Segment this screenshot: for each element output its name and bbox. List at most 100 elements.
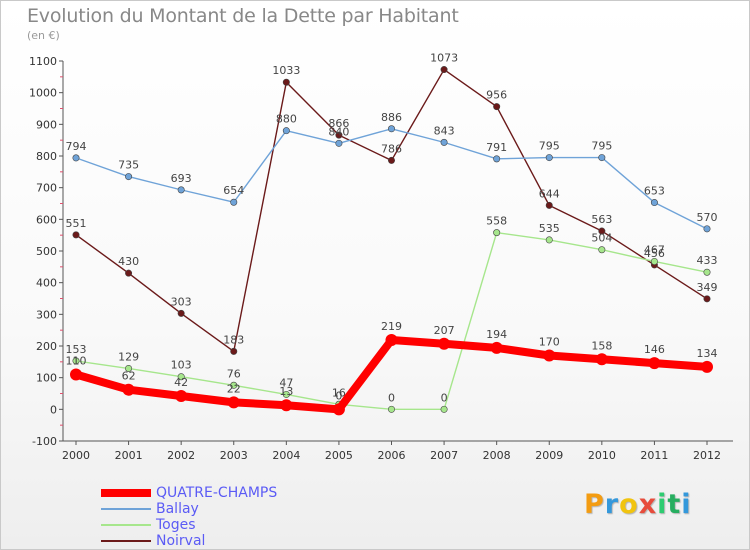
data-point-noirval bbox=[598, 227, 606, 235]
data-label-toges: 129 bbox=[118, 350, 139, 363]
legend-swatch-ballay bbox=[101, 508, 151, 510]
y-tick-label: 500 bbox=[36, 245, 57, 258]
y-tick-label: 400 bbox=[36, 277, 57, 290]
legend-swatch-noirval bbox=[101, 540, 151, 542]
x-tick-label: 2010 bbox=[588, 449, 616, 462]
data-point-noirval bbox=[125, 269, 133, 277]
legend-label-ballay: Ballay bbox=[156, 501, 199, 517]
data-label-toges: 504 bbox=[591, 232, 612, 245]
logo-letter: x bbox=[638, 489, 658, 520]
data-point-ballay bbox=[177, 186, 185, 194]
data-point-ballay bbox=[125, 173, 133, 181]
x-tick-label: 2002 bbox=[167, 449, 195, 462]
data-point-toges bbox=[387, 405, 395, 413]
data-point-noirval bbox=[282, 78, 290, 86]
data-label-quatre-champs: 0 bbox=[335, 389, 342, 402]
data-point-ballay bbox=[72, 154, 80, 162]
data-point-quatre-champs bbox=[490, 341, 503, 354]
data-label-ballay: 570 bbox=[697, 211, 718, 224]
legend-label-toges: Toges bbox=[156, 517, 196, 533]
legend-swatch-quatre-champs bbox=[101, 489, 151, 497]
data-label-ballay: 843 bbox=[434, 124, 455, 137]
legend-swatch-toges bbox=[101, 524, 151, 526]
data-point-ballay bbox=[650, 199, 658, 207]
data-label-ballay: 840 bbox=[328, 125, 349, 138]
data-point-ballay bbox=[440, 138, 448, 146]
data-point-noirval bbox=[230, 347, 238, 355]
data-point-quatre-champs bbox=[595, 353, 608, 366]
data-label-ballay: 654 bbox=[223, 184, 244, 197]
data-point-quatre-champs bbox=[122, 383, 135, 396]
data-point-quatre-champs bbox=[385, 333, 398, 346]
data-point-noirval bbox=[387, 156, 395, 164]
x-tick-label: 2003 bbox=[220, 449, 248, 462]
x-tick-label: 2001 bbox=[115, 449, 143, 462]
data-point-noirval bbox=[545, 201, 553, 209]
y-tick-label: 900 bbox=[36, 118, 57, 131]
data-label-toges: 558 bbox=[486, 215, 507, 228]
data-point-ballay bbox=[545, 154, 553, 162]
legend-label-quatre-champs: QUATRE-CHAMPS bbox=[156, 485, 278, 501]
data-label-noirval: 551 bbox=[66, 217, 87, 230]
data-label-toges: 433 bbox=[697, 254, 718, 267]
logo-letter: o bbox=[619, 489, 639, 520]
data-label-quatre-champs: 62 bbox=[122, 370, 136, 383]
data-point-toges bbox=[177, 373, 185, 381]
data-point-quatre-champs bbox=[438, 337, 451, 350]
data-label-quatre-champs: 146 bbox=[644, 343, 665, 356]
data-label-ballay: 886 bbox=[381, 111, 402, 124]
data-point-toges bbox=[440, 405, 448, 413]
data-point-ballay bbox=[703, 225, 711, 233]
x-tick-label: 2011 bbox=[640, 449, 668, 462]
x-tick-label: 2004 bbox=[272, 449, 300, 462]
y-tick-label: 600 bbox=[36, 213, 57, 226]
data-label-ballay: 791 bbox=[486, 141, 507, 154]
y-tick-label: 300 bbox=[36, 308, 57, 321]
data-point-ballay bbox=[598, 154, 606, 162]
x-tick-label: 2000 bbox=[62, 449, 90, 462]
data-label-ballay: 794 bbox=[66, 140, 87, 153]
data-label-ballay: 735 bbox=[118, 159, 139, 172]
data-label-ballay: 795 bbox=[591, 140, 612, 153]
data-label-quatre-champs: 42 bbox=[174, 376, 188, 389]
data-point-toges bbox=[230, 381, 238, 389]
data-label-quatre-champs: 13 bbox=[279, 385, 293, 398]
y-tick-label: 100 bbox=[36, 372, 57, 385]
data-label-quatre-champs: 22 bbox=[227, 382, 241, 395]
x-tick-label: 2007 bbox=[430, 449, 458, 462]
data-label-noirval: 644 bbox=[539, 187, 560, 200]
proxiti-logo: Proxiti bbox=[584, 489, 692, 520]
data-point-quatre-champs bbox=[70, 368, 82, 381]
data-point-toges bbox=[598, 246, 606, 254]
data-label-noirval: 1073 bbox=[430, 52, 458, 65]
data-label-noirval: 456 bbox=[644, 247, 665, 260]
data-point-noirval bbox=[440, 66, 448, 74]
data-label-ballay: 693 bbox=[171, 172, 192, 185]
logo-letter: i bbox=[657, 489, 668, 520]
data-point-toges bbox=[125, 364, 133, 372]
data-point-toges bbox=[282, 390, 290, 398]
logo-letter: P bbox=[584, 489, 605, 520]
data-label-ballay: 653 bbox=[644, 185, 665, 198]
y-tick-label: -100 bbox=[32, 435, 57, 448]
data-label-noirval: 303 bbox=[171, 295, 192, 308]
data-point-quatre-champs bbox=[227, 396, 240, 409]
data-point-noirval bbox=[177, 309, 185, 317]
logo-letter: i bbox=[681, 489, 692, 520]
data-label-toges: 103 bbox=[171, 359, 192, 372]
data-point-toges bbox=[72, 357, 80, 365]
y-tick-label: 1100 bbox=[29, 55, 57, 68]
data-point-quatre-champs bbox=[280, 399, 293, 412]
data-label-noirval: 786 bbox=[381, 142, 402, 155]
data-label-toges: 153 bbox=[66, 343, 87, 356]
logo-letter: r bbox=[604, 489, 620, 520]
data-point-noirval bbox=[335, 131, 343, 139]
y-tick-label: 800 bbox=[36, 150, 57, 163]
data-point-ballay bbox=[230, 198, 238, 206]
data-label-noirval: 1033 bbox=[272, 64, 300, 77]
data-point-quatre-champs bbox=[648, 357, 661, 370]
x-tick-label: 2005 bbox=[325, 449, 353, 462]
data-point-quatre-champs bbox=[701, 360, 713, 373]
